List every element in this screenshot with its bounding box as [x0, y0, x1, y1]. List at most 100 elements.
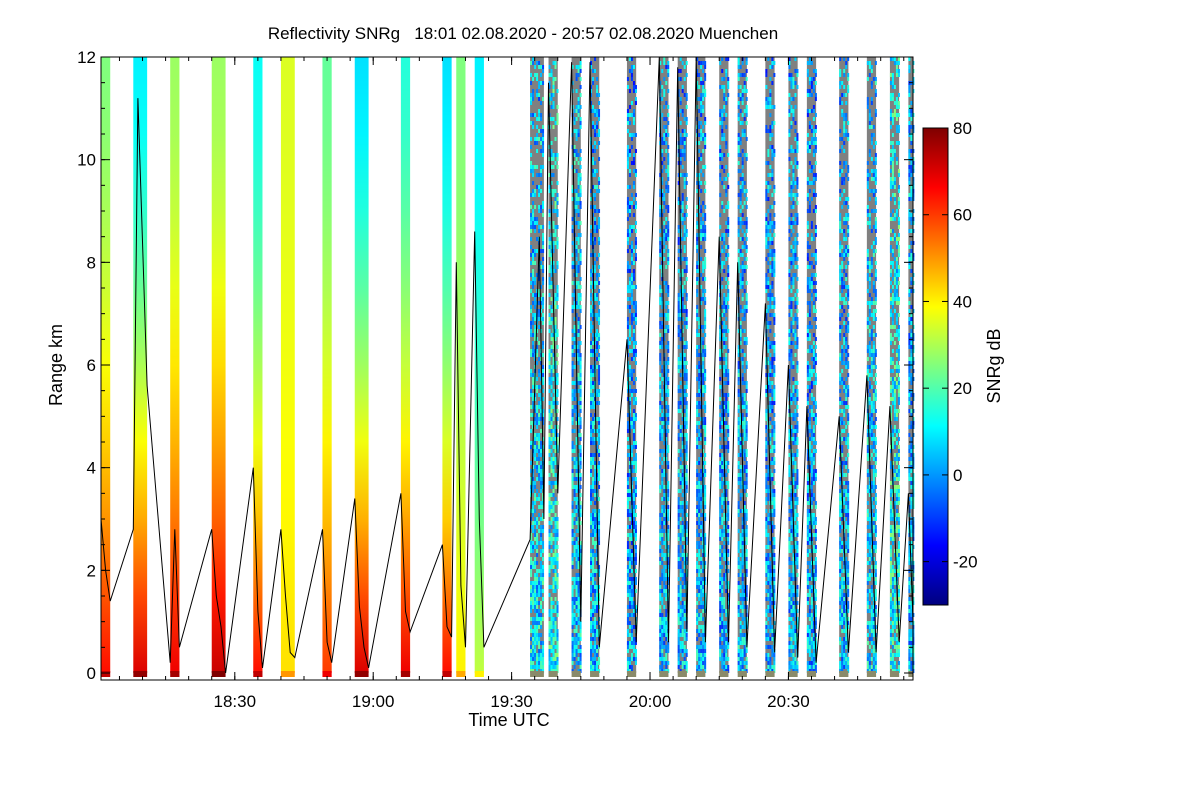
snr-cell [553, 401, 555, 405]
snr-cell [592, 605, 594, 609]
snr-cell [659, 457, 661, 461]
snr-cell [696, 601, 698, 605]
snr-cell [530, 369, 532, 373]
snr-cell [536, 93, 538, 97]
snr-cell [746, 381, 748, 385]
snr-cell [532, 333, 534, 337]
snr-cell [698, 149, 700, 153]
snr-cell [740, 85, 742, 89]
snr-cell [549, 609, 551, 613]
snr-cell [740, 265, 742, 269]
snr-cell [725, 621, 727, 625]
snr-cell [598, 425, 600, 429]
snr-cell [723, 641, 725, 645]
snr-cell [590, 309, 592, 313]
snr-cell [682, 85, 684, 89]
snr-cell [635, 549, 637, 553]
snr-cell [738, 613, 740, 617]
snr-cell [742, 205, 744, 209]
snr-cell [698, 557, 700, 561]
snr-cell [659, 253, 661, 257]
snr-cell [536, 165, 538, 169]
snr-cell [578, 325, 580, 329]
snr-cell [723, 533, 725, 537]
snr-cell [540, 101, 542, 105]
snr-cell [723, 621, 725, 625]
snr-cell [746, 561, 748, 565]
snr-cell [702, 405, 704, 409]
snr-cell [534, 293, 536, 297]
snr-cell [633, 413, 635, 417]
snr-cell [698, 521, 700, 525]
snr-cell [769, 113, 771, 117]
snr-cell [704, 65, 706, 69]
snr-cell [742, 129, 744, 133]
snr-cell [549, 505, 551, 509]
snr-cell [633, 457, 635, 461]
snr-cell [667, 253, 669, 257]
snr-cell [549, 529, 551, 533]
snr-cell [555, 305, 557, 309]
snr-cell [723, 345, 725, 349]
snr-cell [661, 405, 663, 409]
snr-cell [738, 573, 740, 577]
snr-cell [721, 457, 723, 461]
snr-cell [631, 425, 633, 429]
snr-cell [596, 297, 598, 301]
snr-cell [578, 293, 580, 297]
snr-cell [700, 557, 702, 561]
snr-cell [553, 461, 555, 465]
snr-cell [721, 249, 723, 253]
snr-cell [746, 157, 748, 161]
snr-cell [682, 605, 684, 609]
snr-cell [665, 305, 667, 309]
snr-cell [702, 389, 704, 393]
snr-cell [765, 161, 767, 165]
snr-cell [742, 605, 744, 609]
snr-cell [696, 629, 698, 633]
snr-cell [551, 409, 553, 413]
snr-cell [727, 445, 729, 449]
snr-cell [555, 201, 557, 205]
snr-cell [555, 549, 557, 553]
snr-cell [596, 589, 598, 593]
snr-cell [659, 341, 661, 345]
snr-cell [578, 305, 580, 309]
snr-cell [744, 181, 746, 185]
snr-cell [698, 513, 700, 517]
snr-cell [686, 213, 688, 217]
snr-cell [744, 429, 746, 433]
snr-cell [635, 237, 637, 241]
snr-cell [596, 113, 598, 117]
snr-cell [680, 481, 682, 485]
snr-cell [629, 557, 631, 561]
snr-cell [594, 469, 596, 473]
snr-cell [696, 393, 698, 397]
snr-cell [682, 465, 684, 469]
snr-cell [532, 653, 534, 657]
snr-cell [678, 437, 680, 441]
snr-cell [665, 661, 667, 665]
snr-cell [704, 353, 706, 357]
snr-cell [721, 589, 723, 593]
snr-cell [542, 269, 544, 273]
snr-cell [727, 529, 729, 533]
snr-cell [594, 637, 596, 641]
snr-cell [740, 653, 742, 657]
snr-cell [742, 165, 744, 169]
snr-cell [667, 325, 669, 329]
snr-cell [704, 77, 706, 81]
snr-cell [635, 253, 637, 257]
snr-cell [627, 129, 629, 133]
snr-cell [682, 629, 684, 633]
snr-cell [572, 449, 574, 453]
snr-cell [773, 253, 775, 257]
snr-cell [661, 337, 663, 341]
snr-cell [592, 581, 594, 585]
snr-cell [665, 657, 667, 661]
snr-cell [549, 409, 551, 413]
snr-cell [744, 449, 746, 453]
snr-cell [553, 649, 555, 653]
snr-cell [738, 429, 740, 433]
snr-cell [725, 125, 727, 129]
